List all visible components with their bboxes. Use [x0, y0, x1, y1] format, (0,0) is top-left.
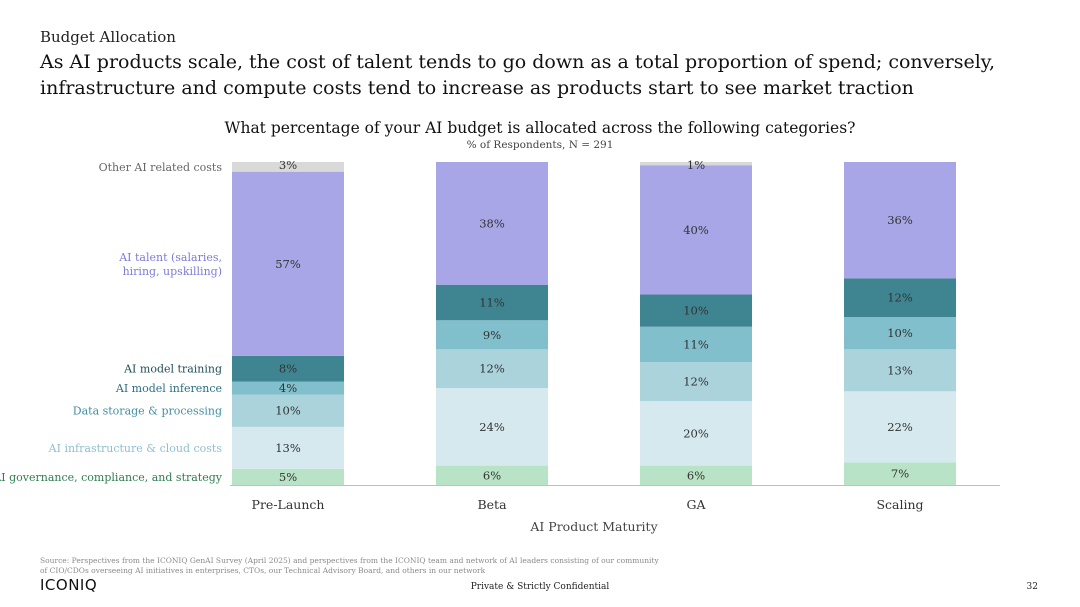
x-tick-label: Pre-Launch [252, 497, 325, 512]
data-label: 12% [683, 375, 709, 389]
confidential-notice: Private & Strictly Confidential [470, 582, 610, 592]
data-label: 10% [887, 326, 913, 340]
data-label: 22% [887, 420, 913, 434]
legend-label: AI talent (salaries, hiring, upskilling) [118, 251, 222, 278]
bar-segment-ai-governance-compliance-and-strategy-scaling [844, 462, 956, 485]
bar-segment-ai-model-inference-pre-launch [232, 381, 344, 395]
data-label: 20% [683, 426, 709, 440]
bar-segment-ai-infrastructure-cloud-costs-beta [436, 388, 548, 466]
source-note: Source: Perspectives from the ICONIQ Gen… [40, 556, 659, 575]
data-label: 9% [483, 328, 501, 342]
legend-label: AI infrastructure & cloud costs [48, 442, 223, 455]
legend-label: AI model inference [115, 382, 222, 395]
bar-segment-ai-talent-salaries-hiring-upskilling-beta [436, 162, 548, 285]
data-label: 13% [275, 441, 301, 455]
bar-segment-ai-talent-salaries-hiring-upskilling-ga [640, 165, 752, 295]
data-label: 11% [479, 296, 505, 310]
data-label: 4% [279, 381, 297, 395]
bar-segment-ai-model-inference-beta [436, 320, 548, 350]
data-label: 12% [887, 291, 913, 305]
legend-label: AI model training [123, 363, 222, 376]
bar-segment-data-storage-processing-beta [436, 349, 548, 389]
bar-segment-data-storage-processing-ga [640, 362, 752, 402]
data-label: 40% [683, 223, 709, 237]
legend-label: Other AI related costs [99, 161, 223, 174]
x-tick-label: GA [686, 497, 706, 512]
data-label: 7% [891, 467, 909, 481]
bar-segment-ai-talent-salaries-hiring-upskilling-scaling [844, 162, 956, 279]
data-label: 13% [887, 363, 913, 377]
bar-segment-ai-governance-compliance-and-strategy-beta [436, 465, 548, 485]
page-headline: As AI products scale, the cost of talent… [40, 51, 996, 99]
legend-label: Data storage & processing [73, 405, 222, 418]
bar-segment-other-ai-related-costs-ga [640, 162, 752, 166]
data-label: 12% [479, 362, 505, 376]
data-label: 57% [275, 257, 301, 271]
data-label: 10% [275, 404, 301, 418]
bar-segment-ai-model-inference-ga [640, 326, 752, 363]
data-label: 11% [683, 338, 709, 352]
bar-segment-ai-infrastructure-cloud-costs-pre-launch [232, 426, 344, 469]
bar-segment-ai-model-training-scaling [844, 278, 956, 318]
x-tick-label: Beta [477, 497, 507, 512]
bar-segment-ai-governance-compliance-and-strategy-pre-launch [232, 468, 344, 485]
legend-label: AI governance, compliance, and strategy [0, 471, 223, 484]
x-axis-label: AI Product Maturity [529, 519, 658, 534]
page-number: 32 [1026, 582, 1038, 592]
data-label: 36% [887, 213, 913, 227]
data-label: 8% [279, 362, 297, 376]
bar-segment-ai-model-training-pre-launch [232, 355, 344, 382]
x-tick-label: Scaling [876, 497, 923, 512]
data-label: 1% [687, 158, 705, 172]
data-label: 6% [687, 468, 705, 482]
bar-segment-ai-infrastructure-cloud-costs-ga [640, 401, 752, 466]
data-label: 10% [683, 304, 709, 318]
data-label: 24% [479, 420, 505, 434]
chart-title: What percentage of your AI budget is all… [224, 119, 856, 137]
bar-segment-ai-governance-compliance-and-strategy-ga [640, 465, 752, 485]
bar-segment-ai-model-training-ga [640, 294, 752, 327]
data-label: 5% [279, 470, 297, 484]
data-label: 3% [279, 158, 297, 172]
bar-segment-data-storage-processing-scaling [844, 349, 956, 392]
iconiq-logo: ICONIQ [40, 576, 98, 594]
bar-segment-data-storage-processing-pre-launch [232, 394, 344, 427]
bar-segment-other-ai-related-costs-pre-launch [232, 162, 344, 172]
section-label: Budget Allocation [40, 28, 176, 46]
data-label: 6% [483, 468, 501, 482]
chart-subtitle: % of Respondents, N = 291 [466, 139, 614, 151]
bar-segment-ai-model-training-beta [436, 284, 548, 321]
data-label: 38% [479, 216, 505, 230]
bar-segment-ai-infrastructure-cloud-costs-scaling [844, 391, 956, 463]
bar-segment-ai-model-inference-scaling [844, 317, 956, 350]
bar-segment-ai-talent-salaries-hiring-upskilling-pre-launch [232, 171, 344, 356]
